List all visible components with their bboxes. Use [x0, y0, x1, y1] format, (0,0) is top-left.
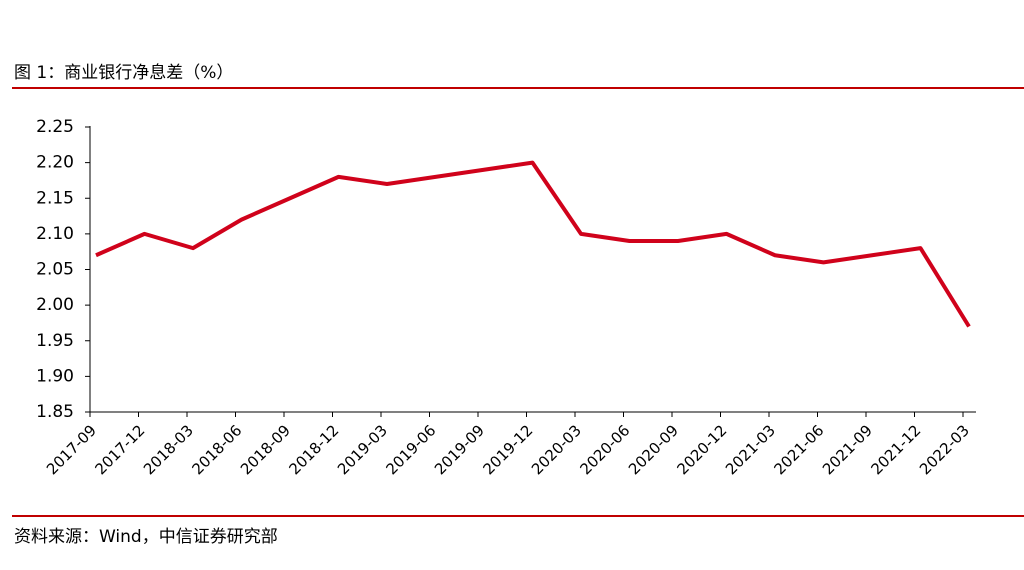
x-tick-label: 2017-09 [43, 421, 100, 478]
x-tick-label: 2020-12 [673, 421, 730, 478]
x-tick-label: 2021-09 [819, 421, 876, 478]
x-tick-label: 2022-03 [916, 421, 973, 478]
x-tick-label: 2018-03 [140, 421, 197, 478]
x-tick-label: 2019-06 [382, 421, 439, 478]
y-tick-label: 2.20 [36, 153, 74, 173]
x-tick-label: 2020-03 [528, 421, 585, 478]
x-tick-label: 2019-03 [334, 421, 391, 478]
y-tick-label: 2.15 [36, 188, 74, 208]
x-tick-label: 2020-09 [625, 421, 682, 478]
source-note: 资料来源：Wind，中信证券研究部 [14, 527, 278, 547]
y-tick-label: 2.10 [36, 224, 74, 244]
y-tick-label: 1.95 [36, 331, 74, 351]
x-tick-label: 2021-06 [770, 421, 827, 478]
x-tick-label: 2017-12 [91, 421, 148, 478]
data-line [95, 160, 971, 328]
y-tick-label: 2.25 [36, 117, 74, 137]
x-tick-label: 2020-06 [576, 421, 633, 478]
x-tick-label: 2018-12 [285, 421, 342, 478]
y-tick-label: 2.00 [36, 295, 74, 315]
chart-title: 图 1：商业银行净息差（%） [14, 63, 233, 83]
x-tick-label: 2018-06 [188, 421, 245, 478]
x-tick-label: 2019-12 [479, 421, 536, 478]
x-tick-label: 2018-09 [237, 421, 294, 478]
x-tick-label: 2021-12 [867, 421, 924, 478]
y-tick-label: 1.85 [36, 402, 74, 422]
x-tick-label: 2021-03 [722, 421, 779, 478]
y-tick-label: 1.90 [36, 366, 74, 386]
y-tick-label: 2.05 [36, 260, 74, 280]
x-tick-label: 2019-09 [431, 421, 488, 478]
